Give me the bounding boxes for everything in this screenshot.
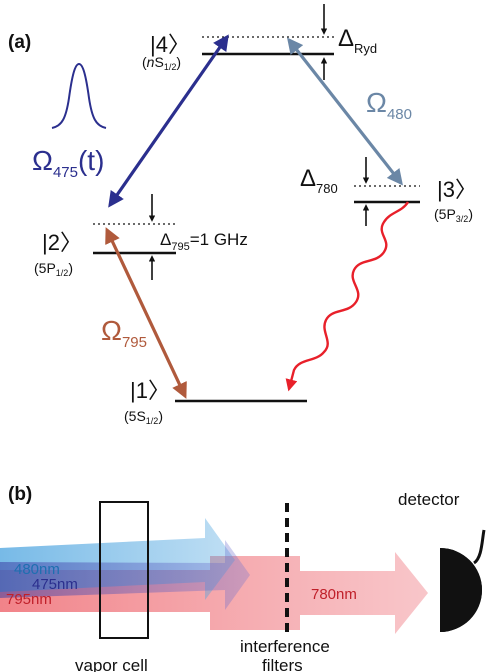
- beam-480-label: 480nm: [14, 561, 60, 578]
- level-3-state: (5P3/2): [434, 206, 473, 224]
- d795-detuning-label: Δ795=1 GHz: [160, 230, 248, 253]
- beam-475-label: 475nm: [32, 576, 78, 593]
- omega795-label: Ω795: [101, 315, 147, 351]
- detector-dome: [440, 548, 482, 632]
- omega480-arrow: [287, 37, 403, 186]
- beam-780-label: 780nm: [311, 586, 357, 603]
- vapor-cell: [99, 501, 149, 639]
- level-3-ket: |3〉: [437, 177, 477, 202]
- level-2-ket: |2〉: [42, 230, 82, 255]
- ryd-detuning-label: ΔRyd: [338, 25, 377, 56]
- omega475-label: Ω475(t): [32, 145, 104, 181]
- beam-475: [0, 540, 250, 610]
- level-2-state: (5P1/2): [34, 260, 73, 278]
- gaussian-pulse-icon: [51, 62, 107, 129]
- omega480-label: Ω480: [366, 87, 412, 123]
- level-1-ket: |1〉: [130, 378, 170, 403]
- panel-a-label: (a): [8, 32, 31, 53]
- level-1-state: (5S1/2): [124, 408, 163, 426]
- filters-label-line2: filters: [262, 656, 303, 672]
- detector-label: detector: [398, 490, 460, 509]
- d780-detuning-label: Δ780: [300, 165, 338, 196]
- omega475-arrow: [108, 34, 229, 208]
- panel-b-label: (b): [8, 484, 32, 505]
- detector-cable: [473, 529, 486, 565]
- beam-795-label: 795nm: [6, 591, 52, 608]
- omega795-arrow: [105, 227, 187, 399]
- decay-wavy-arrow: [285, 201, 410, 392]
- filters-label-line1: interference: [240, 637, 330, 656]
- vapor-cell-label: vapor cell: [75, 656, 148, 672]
